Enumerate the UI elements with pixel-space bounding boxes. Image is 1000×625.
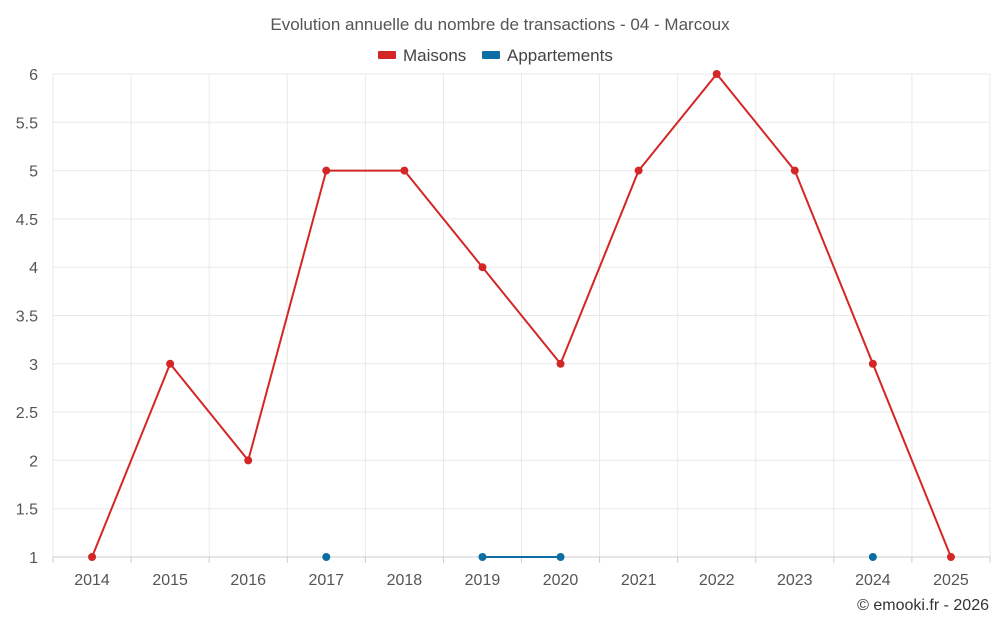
y-tick-label: 3	[29, 357, 38, 374]
x-tick-label: 2025	[933, 572, 969, 589]
x-tick-label: 2014	[74, 572, 110, 589]
x-tick-label: 2019	[465, 572, 501, 589]
data-point[interactable]	[868, 359, 877, 368]
x-tick-label: 2020	[543, 572, 579, 589]
legend-swatch-appartements	[482, 51, 500, 59]
credit-text: © emooki.fr - 2026	[857, 597, 989, 614]
data-point[interactable]	[244, 456, 253, 465]
x-tick-label: 2024	[855, 572, 891, 589]
data-point[interactable]	[88, 553, 97, 561]
y-tick-label: 3.5	[16, 309, 38, 326]
y-axis: 1 1.5 2 2.5 3 3.5 4 4.5 5 5.5 6	[16, 67, 38, 567]
legend-label-appartements: Appartements	[507, 46, 613, 65]
data-point[interactable]	[478, 263, 487, 272]
y-tick-label: 2.5	[16, 405, 38, 422]
data-point[interactable]	[400, 166, 409, 175]
legend-label-maisons: Maisons	[403, 46, 466, 65]
y-tick-label: 1.5	[16, 502, 38, 519]
x-tick-label: 2023	[777, 572, 813, 589]
x-tick-label: 2017	[308, 572, 344, 589]
legend-item-appartements[interactable]: Appartements	[482, 46, 613, 65]
series-appartements	[322, 553, 877, 561]
y-tick-label: 4.5	[16, 212, 38, 229]
y-tick-label: 5	[29, 164, 38, 181]
legend: Maisons Appartements	[378, 46, 613, 65]
data-point[interactable]	[556, 553, 565, 561]
data-point[interactable]	[946, 553, 955, 561]
data-point[interactable]	[322, 166, 331, 175]
x-tick-label: 2016	[230, 572, 266, 589]
x-axis: 2014 2015 2016 2017 2018 2019 2020 2021 2022 2023…	[52, 556, 991, 589]
series-line	[91, 73, 952, 558]
data-point[interactable]	[478, 553, 487, 561]
x-tick-label: 2021	[621, 572, 657, 589]
data-point[interactable]	[322, 553, 331, 561]
y-tick-label: 1	[29, 550, 38, 567]
x-tick-label: 2015	[152, 572, 188, 589]
data-point[interactable]	[166, 359, 175, 368]
data-point[interactable]	[712, 70, 721, 78]
y-tick-label: 4	[29, 260, 38, 277]
legend-item-maisons[interactable]: Maisons	[378, 46, 466, 65]
chart-title: Evolution annuelle du nombre de transact…	[270, 15, 730, 34]
y-tick-label: 5.5	[16, 115, 38, 132]
y-tick-label: 6	[29, 67, 38, 84]
x-tick-label: 2018	[387, 572, 423, 589]
data-point[interactable]	[790, 166, 799, 175]
data-point[interactable]	[556, 359, 565, 368]
legend-swatch-maisons	[378, 51, 396, 59]
data-point[interactable]	[634, 166, 643, 175]
data-point[interactable]	[868, 553, 877, 561]
x-tick-label: 2022	[699, 572, 735, 589]
series-layer	[88, 70, 955, 561]
y-tick-label: 2	[29, 453, 38, 470]
series-maisons	[88, 70, 955, 561]
